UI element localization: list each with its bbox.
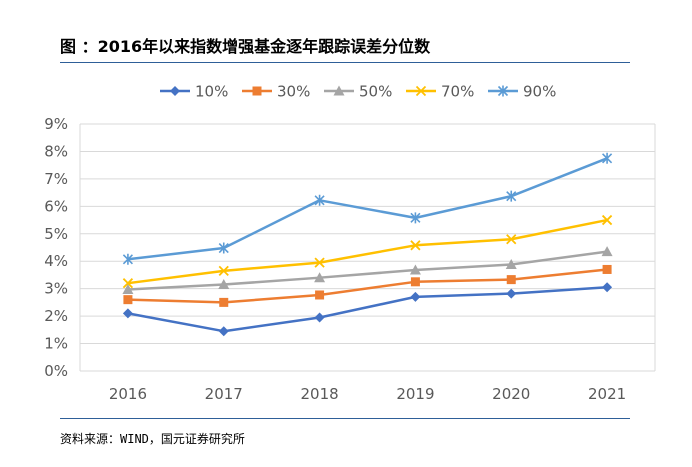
data-point-90pct (506, 190, 517, 202)
legend-item-50pct: 50% (324, 83, 392, 101)
data-point-10pct (410, 291, 421, 302)
x-axis-ticks: 2016 2017 2018 2019 2020 2021 (109, 385, 626, 403)
data-point-70pct (314, 257, 325, 268)
y-tick-label: 7% (44, 170, 68, 188)
legend-item-10pct: 10% (160, 83, 228, 101)
bottom-divider (60, 418, 630, 419)
data-point-50pct (409, 264, 421, 275)
legend-marker (252, 86, 262, 96)
data-point-50pct (601, 246, 613, 257)
series-line-50pct (127, 250, 608, 291)
legend-label: 50% (359, 83, 392, 101)
series-line-70pct (127, 218, 608, 285)
top-divider (60, 62, 630, 63)
data-point-90pct (122, 253, 133, 265)
y-tick-label: 3% (44, 280, 68, 298)
data-point-90pct (218, 242, 229, 254)
data-point-70pct (122, 278, 134, 289)
y-tick-label: 1% (44, 335, 68, 353)
series-line-90pct (127, 157, 608, 261)
legend-label: 30% (277, 83, 310, 101)
legend-item-90pct: 90% (488, 83, 556, 101)
data-point-10pct (218, 326, 229, 337)
legend-label: 10% (195, 83, 228, 101)
data-point-70pct (506, 234, 517, 245)
data-point-10pct (602, 282, 613, 293)
y-tick-label: 0% (44, 362, 68, 380)
data-point-30pct (123, 295, 133, 305)
data-point-30pct (219, 297, 229, 307)
legend: 10% 30% 50% 70% 90% (160, 83, 556, 101)
data-point-90pct (314, 194, 325, 206)
data-point-10pct (314, 312, 325, 323)
series-line-10pct (127, 286, 608, 333)
data-point-70pct (410, 240, 421, 251)
data-point-30pct (602, 264, 612, 274)
legend-item-30pct: 30% (242, 83, 310, 101)
data-point-50pct (122, 283, 134, 294)
data-point-30pct (506, 275, 516, 285)
legend-marker (415, 85, 427, 97)
legend-marker (497, 85, 509, 97)
data-point-70pct (218, 265, 229, 276)
chart-title: 图 ：2016年以来指数增强基金逐年跟踪误差分位数 (60, 37, 431, 56)
data-point-10pct (122, 308, 133, 319)
data-point-50pct (505, 259, 517, 270)
legend-label: 90% (523, 83, 556, 101)
x-tick-label: 2019 (396, 385, 434, 403)
data-point-30pct (410, 277, 420, 287)
y-tick-label: 5% (44, 225, 68, 243)
x-tick-label: 2017 (205, 385, 243, 403)
data-point-30pct (315, 290, 325, 300)
y-tick-label: 4% (44, 252, 68, 270)
legend-label: 70% (441, 83, 474, 101)
legend-marker (333, 85, 345, 96)
y-tick-label: 9% (44, 115, 68, 133)
gridlines (79, 123, 656, 372)
series-lines (122, 152, 613, 337)
y-tick-label: 6% (44, 197, 68, 215)
y-tick-label: 2% (44, 307, 68, 325)
x-tick-label: 2020 (492, 385, 530, 403)
series-line-30pct (127, 268, 608, 304)
y-axis-ticks: 0% 1% 2% 3% 4% 5% 6% 7% 8% 9% (44, 115, 68, 380)
data-point-10pct (506, 288, 517, 299)
x-tick-label: 2021 (588, 385, 626, 403)
data-point-70pct (601, 214, 613, 226)
legend-item-70pct: 70% (406, 83, 474, 101)
data-point-50pct (314, 272, 326, 283)
y-tick-label: 8% (44, 142, 68, 160)
legend-marker (170, 86, 180, 96)
source-note: 资料来源：WIND，国元证券研究所 (60, 432, 245, 446)
x-tick-label: 2016 (109, 385, 147, 403)
data-point-90pct (410, 212, 421, 224)
data-point-90pct (602, 152, 613, 164)
data-point-50pct (218, 279, 230, 290)
x-tick-label: 2018 (300, 385, 338, 403)
